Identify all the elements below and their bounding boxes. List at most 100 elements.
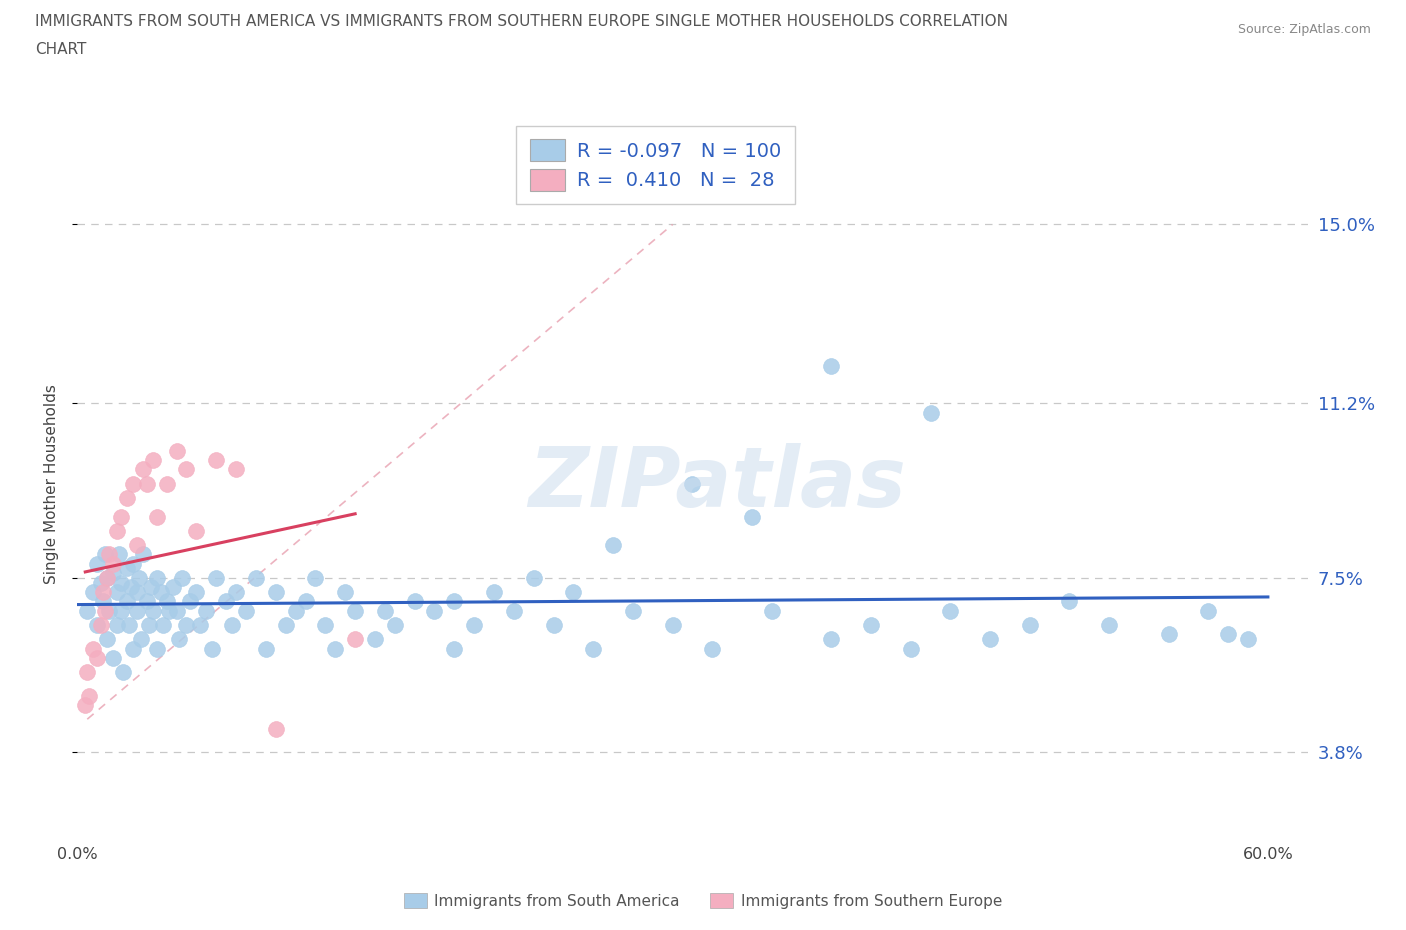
Point <box>105 618 128 632</box>
Point <box>115 490 138 505</box>
Point <box>245 570 267 585</box>
Point <box>122 641 145 656</box>
Point <box>1157 627 1180 642</box>
Point <box>344 604 367 618</box>
Point <box>1059 594 1081 609</box>
Point <box>76 604 98 618</box>
Point <box>225 462 247 477</box>
Point <box>443 594 465 609</box>
Point <box>335 585 357 600</box>
Point <box>139 579 162 594</box>
Point <box>142 604 165 618</box>
Point <box>166 444 188 458</box>
Point <box>96 570 118 585</box>
Point <box>96 570 118 585</box>
Point <box>364 631 387 646</box>
Point <box>344 631 367 646</box>
Point <box>463 618 485 632</box>
Point <box>156 594 179 609</box>
Point <box>215 594 238 609</box>
Point <box>110 575 132 590</box>
Point <box>135 476 157 491</box>
Point <box>98 547 121 562</box>
Point <box>304 570 326 585</box>
Point <box>142 453 165 468</box>
Point <box>1218 627 1240 642</box>
Point <box>423 604 446 618</box>
Point <box>172 570 194 585</box>
Point <box>90 575 112 590</box>
Text: CHART: CHART <box>35 42 87 57</box>
Point <box>502 604 524 618</box>
Point <box>77 688 100 703</box>
Point <box>443 641 465 656</box>
Point <box>82 641 104 656</box>
Legend: R = -0.097   N = 100, R =  0.410   N =  28: R = -0.097 N = 100, R = 0.410 N = 28 <box>516 126 794 205</box>
Point <box>91 585 114 600</box>
Point <box>149 585 172 600</box>
Point <box>205 570 228 585</box>
Point <box>1098 618 1121 632</box>
Point <box>75 698 97 712</box>
Point <box>162 579 184 594</box>
Point <box>661 618 683 632</box>
Point <box>201 641 224 656</box>
Point <box>167 631 190 646</box>
Point <box>101 556 124 571</box>
Point <box>235 604 257 618</box>
Point <box>125 604 148 618</box>
Point <box>132 547 155 562</box>
Point <box>157 604 180 618</box>
Point <box>562 585 585 600</box>
Point <box>145 509 167 524</box>
Point <box>284 604 307 618</box>
Point <box>166 604 188 618</box>
Point <box>190 618 212 632</box>
Point <box>125 538 148 552</box>
Point <box>186 524 208 538</box>
Point <box>156 476 179 491</box>
Point <box>135 594 157 609</box>
Point <box>384 618 406 632</box>
Point <box>195 604 218 618</box>
Point <box>115 594 138 609</box>
Point <box>374 604 396 618</box>
Point <box>86 618 108 632</box>
Point <box>221 618 243 632</box>
Point <box>602 538 624 552</box>
Point <box>122 476 145 491</box>
Point <box>111 665 134 680</box>
Text: ZIPatlas: ZIPatlas <box>529 443 905 525</box>
Point <box>621 604 644 618</box>
Point <box>741 509 763 524</box>
Point <box>82 585 104 600</box>
Point <box>682 476 704 491</box>
Point <box>323 641 346 656</box>
Point <box>920 405 942 420</box>
Point <box>543 618 565 632</box>
Point <box>1018 618 1040 632</box>
Point <box>125 585 148 600</box>
Point <box>264 721 287 736</box>
Point <box>145 570 167 585</box>
Point <box>122 556 145 571</box>
Point <box>101 650 124 665</box>
Point <box>129 631 152 646</box>
Point <box>702 641 724 656</box>
Point <box>128 570 150 585</box>
Point <box>86 556 108 571</box>
Point <box>118 618 141 632</box>
Point <box>96 631 118 646</box>
Point <box>152 618 174 632</box>
Point <box>108 547 131 562</box>
Text: Source: ZipAtlas.com: Source: ZipAtlas.com <box>1237 23 1371 36</box>
Legend: Immigrants from South America, Immigrants from Southern Europe: Immigrants from South America, Immigrant… <box>398 887 1008 915</box>
Point <box>254 641 277 656</box>
Point <box>176 462 198 477</box>
Point <box>138 618 160 632</box>
Point <box>120 579 142 594</box>
Point <box>186 585 208 600</box>
Point <box>94 604 117 618</box>
Point <box>110 509 132 524</box>
Point <box>179 594 201 609</box>
